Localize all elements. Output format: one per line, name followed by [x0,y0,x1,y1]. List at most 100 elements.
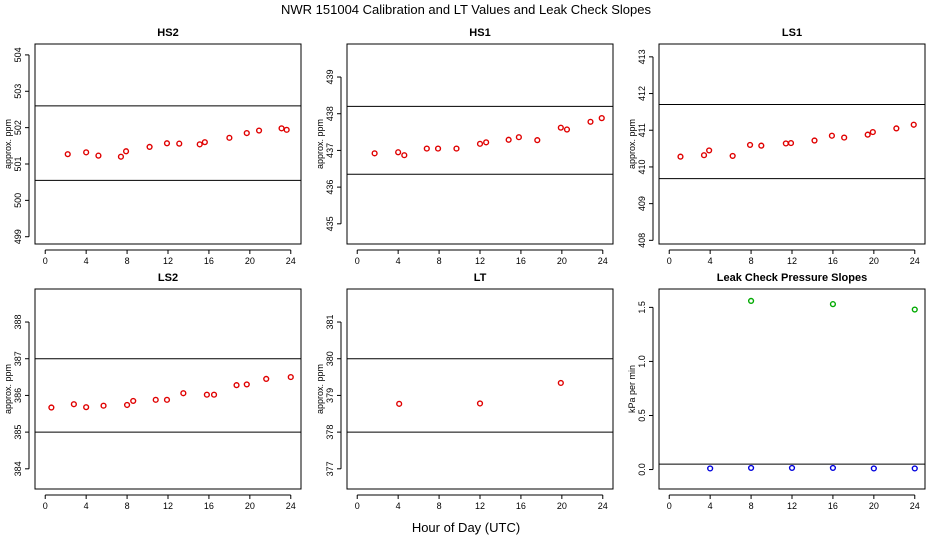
panel-title: LS1 [782,27,802,39]
x-tick-label: 12 [475,501,485,511]
y-tick-label: 502 [13,120,23,135]
panel-frame [658,288,926,490]
x-tick-label: 8 [437,501,442,511]
panel-ylabel: kPa per min [627,365,637,413]
panel-ylabel: approx. ppm [315,119,325,169]
data-point [95,152,102,159]
figure-xlabel: Hour of Day (UTC) [412,520,520,535]
data-point [911,465,918,472]
panel-frame [658,43,926,245]
panel-ylabel: approx. ppm [315,364,325,414]
data-point [505,136,512,143]
data-point [176,140,183,147]
y-tick-label: 409 [637,196,647,211]
data-point [64,151,71,158]
y-tick-label: 503 [13,84,23,99]
y-tick-label: 408 [637,233,647,248]
data-point [243,381,250,388]
y-tick-label: 385 [13,425,23,440]
panel-frame [34,43,302,245]
data-point [196,141,203,148]
x-tick-label: 8 [749,256,754,266]
x-tick-label: 12 [787,256,797,266]
data-point [483,139,490,146]
y-tick-label: 377 [325,461,335,476]
x-tick-label: 8 [437,256,442,266]
data-point [758,142,765,149]
data-point [707,465,714,472]
data-point [476,140,484,147]
y-tick-label: 386 [13,388,23,403]
data-point [563,126,571,133]
data-point [747,464,755,472]
y-tick-label: 378 [325,425,335,440]
data-point [893,125,900,132]
panel-4: LS2 approx. ppm 0 4 8 12 16 20 24 384 385 386 387 388 [3,272,302,511]
data-point [587,118,594,125]
data-point [911,306,918,313]
y-tick-label: 379 [325,388,335,403]
x-tick-label: 24 [598,501,608,511]
data-point [122,148,130,155]
panel-title: LS2 [158,272,178,284]
y-tick-label: 0.0 [637,463,647,476]
data-point [163,396,171,403]
x-tick-label: 20 [245,501,255,511]
data-point [829,464,837,472]
x-tick-label: 8 [125,256,130,266]
data-point [146,143,153,151]
data-point [180,390,187,397]
x-tick-label: 20 [557,501,567,511]
y-tick-label: 413 [637,49,647,64]
x-tick-label: 12 [163,256,173,266]
data-point [828,132,836,139]
panel-frame [346,43,614,245]
x-tick-label: 20 [245,256,255,266]
x-tick-label: 0 [43,256,48,266]
data-point [706,147,713,154]
x-tick-label: 0 [355,256,360,266]
x-tick-label: 0 [43,501,48,511]
y-tick-label: 380 [325,351,335,366]
x-tick-label: 12 [787,501,797,511]
data-point [864,131,871,138]
figure-title: NWR 151004 Calibration and LT Values and… [281,2,651,17]
y-tick-label: 500 [13,193,23,208]
data-point [226,134,233,141]
data-point [203,391,210,398]
panel-6: Leak Check Pressure Slopes kPa per min 0 4 8… [627,272,926,511]
y-tick-label: 387 [13,351,23,366]
data-point [811,137,818,144]
x-tick-label: 20 [869,256,879,266]
x-tick-label: 20 [869,501,879,511]
y-tick-label: 499 [13,229,23,244]
x-tick-label: 16 [516,501,526,511]
y-tick-label: 0.5 [637,409,647,422]
data-point [152,396,159,403]
panel-title: LT [474,272,487,284]
data-point [557,379,564,387]
data-point [83,149,90,156]
panel-ylabel: approx. ppm [3,119,13,169]
x-tick-label: 16 [516,256,526,266]
data-point [841,134,848,141]
data-point [677,153,684,160]
y-tick-label: 504 [13,47,23,62]
panel-2: HS1 approx. ppm 0 4 8 12 16 20 24 435 436 437 438 439 [315,27,614,266]
panel-1: HS2 approx. ppm 0 4 8 12 16 20 24 499 500 501 502 503… [3,27,302,266]
data-point [255,127,263,134]
data-point [787,139,795,147]
x-tick-label: 16 [828,256,838,266]
y-tick-label: 412 [637,86,647,101]
y-tick-label: 411 [637,123,647,137]
y-tick-label: 439 [325,70,335,85]
data-point [70,401,77,408]
data-point [534,137,541,144]
data-point [788,464,796,472]
data-point [746,141,754,149]
data-point [83,404,90,411]
panel-ylabel: approx. ppm [3,364,13,414]
y-tick-label: 384 [13,461,23,476]
x-tick-label: 8 [125,501,130,511]
data-point [396,400,403,407]
